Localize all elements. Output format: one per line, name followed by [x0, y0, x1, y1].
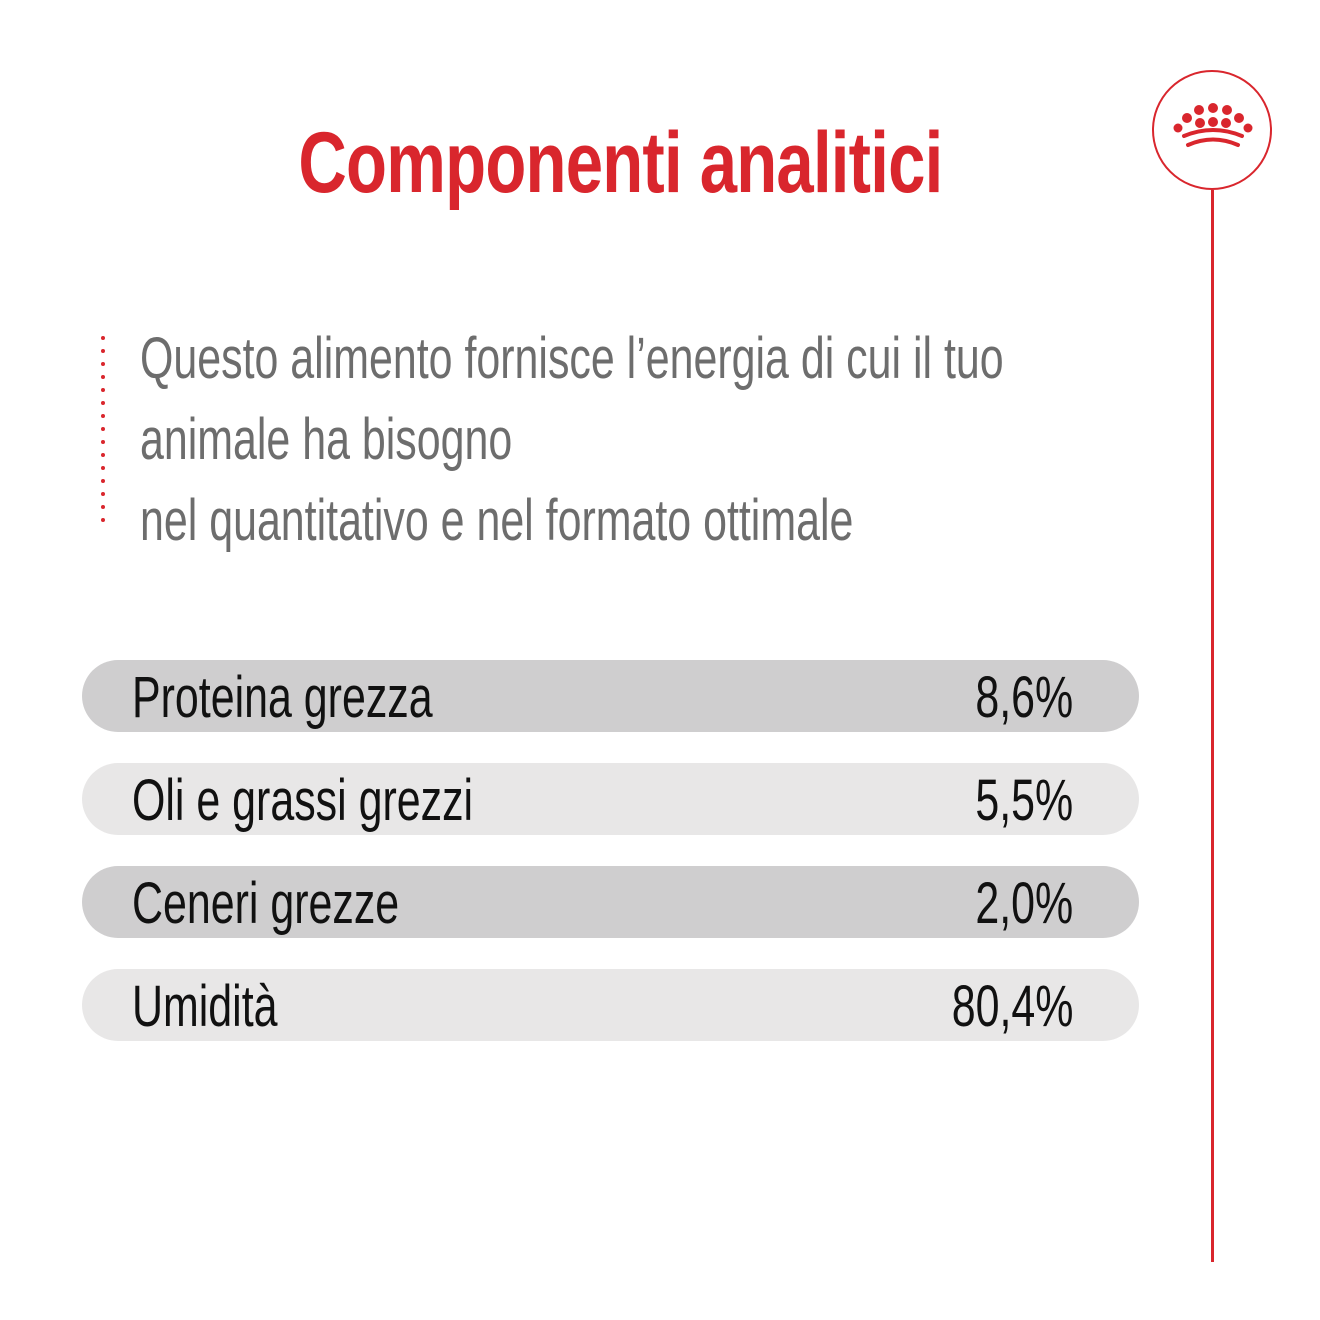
analytics-row-protein: Proteina grezza 8,6% — [82, 660, 1139, 732]
analytics-table: Proteina grezza 8,6% Oli e grassi grezzi… — [82, 660, 1139, 1072]
row-value: 2,0% — [975, 866, 1073, 938]
row-label: Umidità — [132, 969, 277, 1041]
vertical-accent-line — [1211, 190, 1214, 1262]
row-value: 80,4% — [951, 969, 1073, 1041]
row-label: Proteina grezza — [132, 660, 433, 732]
page-title: Componenti analitici — [137, 108, 1104, 218]
description-text: Questo alimento fornisce l’energia di cu… — [140, 318, 910, 561]
description-line: animale ha bisogno — [140, 399, 910, 480]
row-label: Oli e grassi grezzi — [132, 763, 473, 835]
row-label: Ceneri grezze — [132, 866, 399, 938]
row-value: 5,5% — [975, 763, 1073, 835]
dotted-divider — [100, 336, 106, 522]
description-line: nel quantitativo e nel formato ottimale — [140, 480, 910, 561]
analytics-row-ash: Ceneri grezze 2,0% — [82, 866, 1139, 938]
description-line: Questo alimento fornisce l’energia di cu… — [140, 318, 910, 399]
analytics-row-fat: Oli e grassi grezzi 5,5% — [82, 763, 1139, 835]
crown-icon — [1170, 102, 1256, 162]
row-value: 8,6% — [975, 660, 1073, 732]
brand-logo — [1152, 70, 1272, 190]
analytics-row-moisture: Umidità 80,4% — [82, 969, 1139, 1041]
